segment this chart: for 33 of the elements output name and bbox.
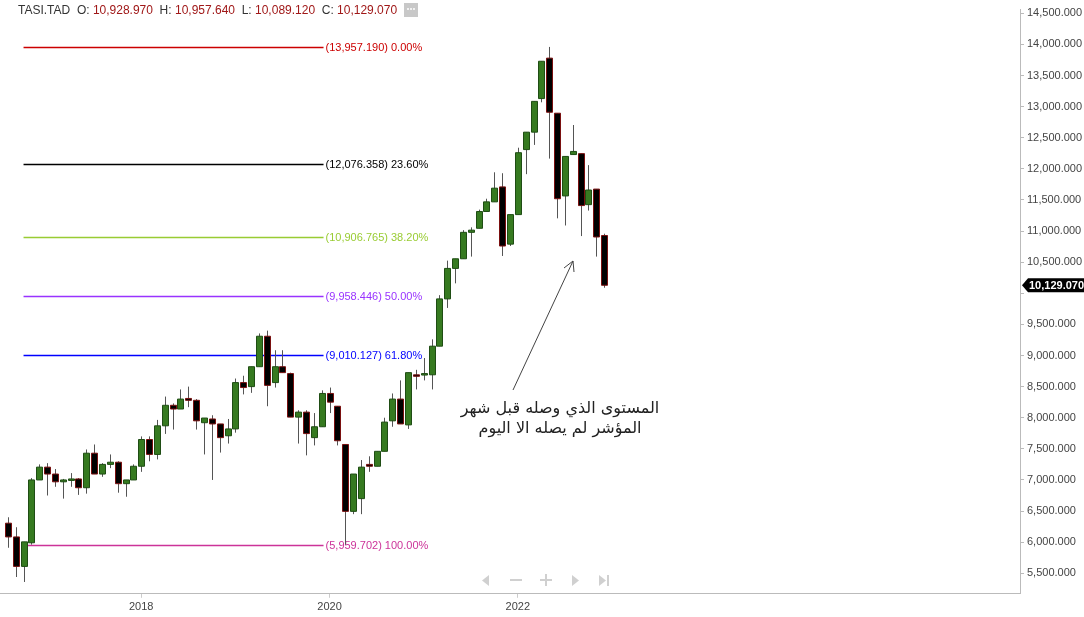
y-tick-label: 11,500.000 bbox=[1027, 193, 1082, 206]
y-tick-label: 5,500.000 bbox=[1027, 566, 1076, 579]
x-tick-label: 2022 bbox=[505, 600, 531, 613]
y-tick-label: 10,500.000 bbox=[1027, 255, 1083, 268]
y-tick-label: 6,000.000 bbox=[1027, 535, 1076, 548]
y-tick-label: 9,500.000 bbox=[1027, 317, 1076, 330]
y-tick-label: 12,000.000 bbox=[1027, 161, 1083, 174]
ref-line-label: (13,957.190) 0.00% bbox=[325, 40, 423, 53]
y-tick-label: 13,500.000 bbox=[1027, 68, 1083, 81]
chart-title: TASI.TAD O: 10,928.970 H: 10,957.640 L: 10,089.120 C: bbox=[18, 3, 334, 18]
y-tick-label: 9,000.000 bbox=[1027, 348, 1076, 361]
y-tick-label: 12,500.000 bbox=[1027, 130, 1083, 143]
y-tick-label: 7,000.000 bbox=[1027, 472, 1076, 485]
annotation: المستوى الذي وصله قبل شهر المؤشر لم يصله الا اليوم bbox=[459, 398, 661, 438]
ref-line-label: (9,958.446) 50.00% bbox=[325, 289, 423, 302]
y-tick-label: 14,500.000 bbox=[1027, 6, 1083, 19]
y-tick-label: 8,500.000 bbox=[1027, 379, 1076, 392]
y-tick-label: 7,500.000 bbox=[1027, 441, 1076, 454]
ref-line-label: (12,076.358) 23.60% bbox=[325, 157, 429, 170]
ref-line-label: (5,959.702) 100.00% bbox=[325, 538, 429, 551]
y-tick-label: 13,000.000 bbox=[1027, 99, 1083, 112]
y-tick-label: 6,500.000 bbox=[1027, 504, 1076, 517]
x-tick-label: 2020 bbox=[317, 600, 342, 613]
ref-line-label: (9,010.127) 61.80% bbox=[325, 348, 423, 361]
ref-line-label: (10,906.765) 38.20% bbox=[325, 230, 429, 243]
candlestick bbox=[413, 369, 420, 390]
y-tick-label: 14,000.000 bbox=[1027, 37, 1083, 50]
y-tick-label: 11,000.000 bbox=[1027, 224, 1082, 237]
annotation: 10,129.070 bbox=[337, 3, 398, 18]
candlestick bbox=[146, 435, 153, 462]
y-tick-label: 8,000.000 bbox=[1027, 410, 1076, 423]
text: 10,129.070 bbox=[1029, 279, 1084, 292]
x-tick-label: 2018 bbox=[128, 600, 154, 613]
